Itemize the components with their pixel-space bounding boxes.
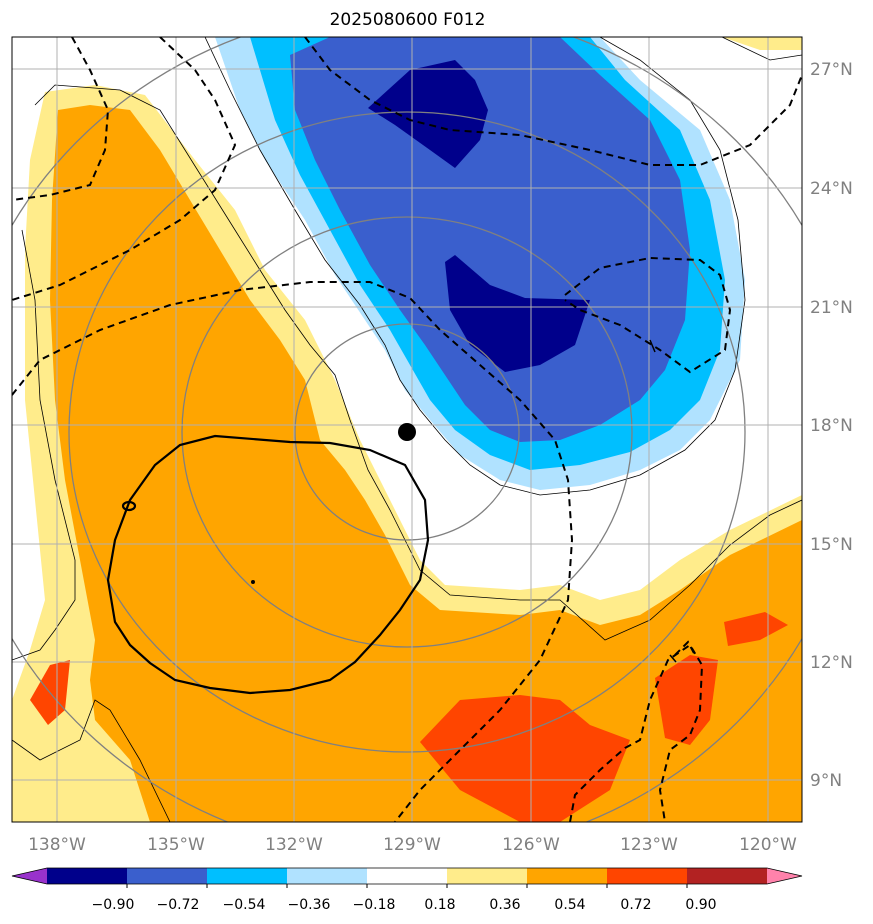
contour-inline-marks (649, 339, 677, 663)
colorbar-swatch (207, 868, 288, 884)
lat-tick-label: 27°N (810, 60, 853, 80)
colorbar-tick-label: −0.18 (353, 897, 396, 913)
map-title: 2025080600 F012 (329, 10, 486, 30)
lon-tick-label: 126°W (502, 835, 560, 855)
colorbar-tick-label: −0.72 (157, 897, 200, 913)
colorbar-extend-high (767, 868, 802, 884)
lon-tick-label: 120°W (739, 835, 797, 855)
colorbar-swatch (447, 868, 528, 884)
lat-tick-label: 15°N (810, 535, 853, 555)
colorbar-outline (11, 867, 803, 885)
lon-tick-label: 123°W (620, 835, 678, 855)
colorbar-extend-low (12, 868, 47, 884)
colorbar-tick-label: 0.18 (424, 897, 455, 913)
negative-anomaly-royal-fill (290, 37, 690, 442)
colorbar-tick-label: 0.90 (685, 897, 716, 913)
lat-tick-label: 21°N (810, 298, 853, 318)
gridlines (12, 37, 802, 822)
lat-tick-label: 9°N (810, 771, 842, 791)
lat-tick-label: 12°N (810, 653, 853, 673)
lon-tick-labels: 138°W 135°W 132°W 129°W 126°W 123°W 120°… (28, 835, 797, 855)
colorbar-swatch (687, 868, 768, 884)
colorbar-swatch (287, 868, 368, 884)
colorbar-swatch (127, 868, 208, 884)
contour-dot (251, 580, 255, 584)
colorbar-swatch (367, 868, 448, 884)
lat-tick-labels: 27°N 24°N 21°N 18°N 15°N 12°N 9°N (810, 60, 853, 791)
lon-tick-label: 132°W (265, 835, 323, 855)
map-plot-area (12, 37, 802, 822)
lon-tick-label: 135°W (147, 835, 205, 855)
lat-tick-label: 18°N (810, 416, 853, 436)
colorbar-tick-label: 0.36 (489, 897, 520, 913)
lon-tick-label: 129°W (383, 835, 441, 855)
colorbar-swatch (47, 868, 128, 884)
dashed-contours (12, 37, 802, 822)
colorbar-swatch (527, 868, 608, 884)
range-rings (12, 37, 802, 822)
colorbar-tick-label: 0.54 (554, 897, 585, 913)
positive-anomaly-orange-fill (50, 105, 802, 822)
colorbar-tick-label: −0.36 (288, 897, 331, 913)
colorbar-swatch (607, 868, 688, 884)
thin-contour-outlines (12, 37, 802, 822)
lon-tick-label: 138°W (28, 835, 86, 855)
colorbar-tick-label: −0.54 (223, 897, 266, 913)
lat-tick-label: 24°N (810, 179, 853, 199)
positive-anomaly-red-fill (30, 612, 788, 822)
solid-contour (106, 434, 430, 695)
negative-anomaly-navy-fill (368, 60, 590, 372)
colorbar-tick-label: 0.72 (620, 897, 651, 913)
colorbar-tick-labels: −0.90 −0.72 −0.54 −0.36 −0.18 0.18 0.36 … (92, 897, 717, 913)
storm-center-marker (398, 423, 416, 441)
colorbar-tick-label: −0.90 (92, 897, 135, 913)
colorbar (11, 867, 803, 888)
map-frame (11, 36, 803, 823)
